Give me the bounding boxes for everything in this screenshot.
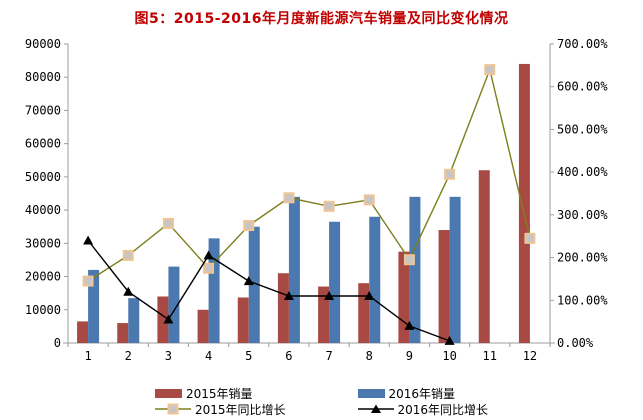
marker-square-2015年同比增长-m10 (444, 168, 456, 180)
y-axis-right-label: 100.00% (557, 293, 608, 307)
legend-label-2016-growth: 2016年同比增长 (397, 402, 489, 417)
bar-2016年销量-m4 (208, 238, 220, 343)
marker-triangle-2016年同比增长-m1 (83, 235, 94, 245)
y-axis-left-label: 10000 (25, 303, 61, 317)
y-axis-right-label: 400.00% (557, 165, 608, 179)
marker-triangle-2016年同比增长-m5 (243, 276, 254, 286)
legend-swatch-2016-sales-bar (357, 388, 385, 398)
y-axis-right-label: 200.00% (557, 251, 608, 265)
bar-2015年销量-m11 (478, 170, 490, 343)
marker-triangle-2016年同比增长-m3 (163, 314, 174, 324)
x-axis-label: 9 (406, 349, 413, 363)
marker-triangle-2016年同比增长-m10 (444, 335, 455, 345)
bar-2015年销量-m9 (398, 251, 410, 343)
bar-2015年销量-m5 (237, 297, 249, 343)
x-axis-label: 12 (523, 349, 537, 363)
x-axis-label: 10 (442, 349, 456, 363)
legend-column-right: 2016年销量 2016年同比增长 (357, 386, 489, 417)
legend: 2015年销量 2015年同比增长 2016年销量 (0, 386, 643, 417)
y-axis-left-label: 0 (54, 336, 61, 350)
marker-triangle-2016年同比增长-m2 (123, 286, 134, 296)
marker-square-2015年同比增长-m6 (283, 192, 295, 204)
bar-2015年销量-m3 (157, 296, 169, 343)
marker-square-2015年同比增长-m2 (122, 249, 134, 261)
y-axis-right-label: 0.00% (557, 336, 594, 350)
y-axis-right-label: 300.00% (557, 208, 608, 222)
bar-2016年销量-m1 (88, 269, 100, 343)
marker-square-2015年同比增长-m11 (484, 64, 496, 76)
x-axis-label: 2 (125, 349, 132, 363)
x-axis-label: 3 (165, 349, 172, 363)
marker-square-2015年同比增长-m4 (203, 262, 215, 274)
x-axis-label: 4 (205, 349, 212, 363)
y-axis-left-label: 60000 (25, 137, 61, 151)
legend-swatch-2015-growth-line (154, 403, 191, 415)
marker-square-2015年同比增长-m12 (524, 232, 536, 244)
bar-2016年销量-m9 (409, 196, 421, 343)
bar-2015年销量-m8 (358, 283, 370, 343)
x-axis-label: 11 (483, 349, 497, 363)
line-2015年同比增长 (87, 67, 531, 282)
x-axis-label: 8 (366, 349, 373, 363)
y-axis-right-label: 500.00% (557, 122, 608, 136)
legend-swatch-2015-sales-bar (154, 388, 182, 398)
marker-triangle-2016年同比增长-m7 (324, 291, 335, 301)
marker-square-2015年同比增长-m5 (243, 220, 255, 232)
y-axis-left-label: 90000 (25, 37, 61, 51)
bar-2016年销量-m6 (288, 196, 300, 343)
legend-item-2016-growth: 2016年同比增长 (357, 402, 489, 417)
y-axis-left-label: 20000 (25, 270, 61, 284)
marker-square-2015年同比增长-m9 (403, 254, 415, 266)
legend-label-2015-growth: 2015年同比增长 (194, 402, 286, 417)
x-axis-label: 5 (245, 349, 252, 363)
legend-label-2015-sales: 2015年销量 (185, 386, 253, 401)
y-axis-left-label: 80000 (25, 70, 61, 84)
bar-2015年销量-m4 (197, 309, 209, 343)
bar-2016年销量-m5 (248, 226, 260, 343)
legend-column-left: 2015年销量 2015年同比增长 (154, 386, 286, 417)
bar-2016年销量-m8 (369, 216, 381, 343)
legend-label-2016-sales: 2016年销量 (388, 386, 456, 401)
y-axis-right-label: 700.00% (557, 37, 608, 51)
marker-triangle-2016年同比增长-m9 (404, 320, 415, 330)
y-axis-left-label: 40000 (25, 203, 61, 217)
bar-2015年销量-m12 (518, 63, 530, 343)
bar-2015年销量-m2 (117, 323, 129, 343)
bar-2016年销量-m10 (449, 196, 461, 343)
marker-triangle-2016年同比增长-m4 (203, 250, 214, 260)
x-axis-label: 7 (325, 349, 332, 363)
legend-item-2016-sales: 2016年销量 (357, 386, 489, 401)
x-axis-label: 6 (285, 349, 292, 363)
bar-2015年销量-m10 (438, 230, 450, 343)
legend-swatch-2016-growth-line (357, 403, 394, 415)
legend-item-2015-sales: 2015年销量 (154, 386, 286, 401)
bar-2016年销量-m3 (168, 266, 180, 343)
y-axis-left-label: 70000 (25, 103, 61, 117)
bar-2016年销量-m2 (128, 298, 140, 343)
y-axis-right-label: 600.00% (557, 80, 608, 94)
marker-triangle-2016年同比增长-m6 (283, 291, 294, 301)
bar-2015年销量-m6 (277, 273, 289, 343)
marker-square-2015年同比增长-m3 (162, 217, 174, 229)
chart-title: 图5：2015-2016年月度新能源汽车销量及同比变化情况 (134, 11, 509, 27)
marker-triangle-2016年同比增长-m8 (364, 291, 375, 301)
legend-item-2015-growth: 2015年同比增长 (154, 402, 286, 417)
line-2016年同比增长 (87, 240, 450, 342)
marker-square-2015年同比增长-m7 (323, 200, 335, 212)
marker-square-2015年同比增长-m8 (363, 194, 375, 206)
x-axis-label: 1 (84, 349, 91, 363)
bar-2015年销量-m7 (318, 286, 330, 343)
bar-2015年销量-m1 (77, 321, 89, 343)
y-axis-left-label: 30000 (25, 236, 61, 250)
marker-square-2015年同比增长-m1 (82, 275, 94, 287)
y-axis-left-label: 50000 (25, 170, 61, 184)
bar-2016年销量-m7 (329, 221, 341, 343)
